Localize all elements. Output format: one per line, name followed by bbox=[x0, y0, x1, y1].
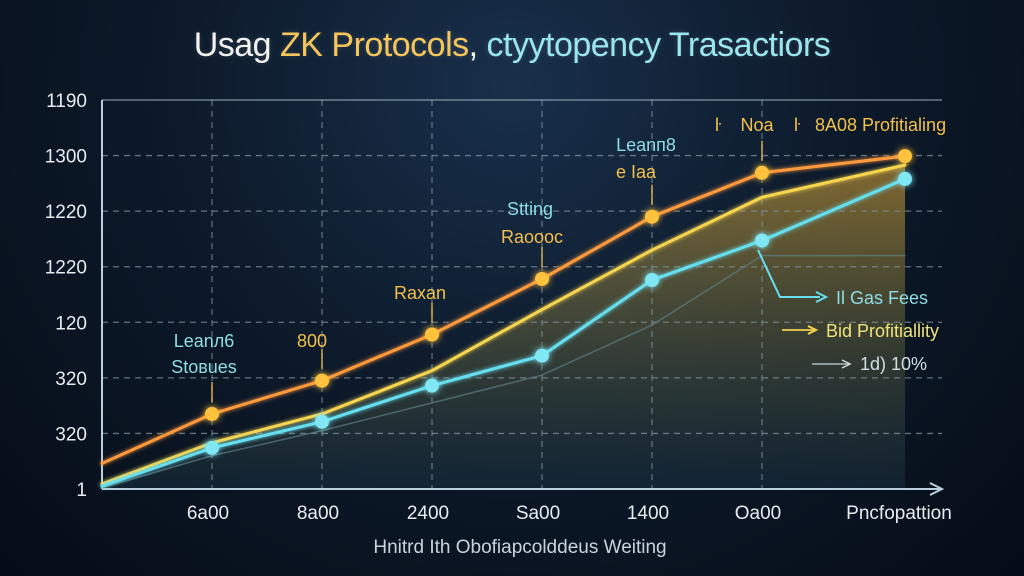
data-point bbox=[425, 378, 439, 393]
annotation-label: Stting bbox=[507, 199, 553, 219]
y-tick-label: 1220 bbox=[45, 202, 87, 223]
series-line-profitiallity bbox=[100, 163, 907, 486]
legend: Il Gas Fees Bid Profitiallity 1d) 10% bbox=[826, 288, 939, 374]
series-points bbox=[205, 149, 912, 455]
gas-fees-connector bbox=[757, 249, 820, 298]
annotation-label: Stoвues bbox=[171, 357, 237, 377]
series-lines bbox=[100, 154, 907, 489]
arrow-right-icon bbox=[807, 325, 819, 335]
profitiallity-area bbox=[102, 165, 905, 490]
y-tick-label: 1 bbox=[76, 480, 87, 501]
annotation-label: Leanп8 bbox=[616, 135, 676, 155]
title-part-1: Usag bbox=[193, 26, 281, 64]
annotations: Leanл6 Stoвues 800 Raxan Stting Raoooc L… bbox=[171, 115, 946, 377]
chart-title: Usag ZK Protocols, ctyytopency Trasactio… bbox=[0, 26, 1024, 65]
annotation-label: 800 bbox=[297, 331, 327, 351]
y-tick-label: 320 bbox=[55, 369, 87, 390]
x-tick-labels: 6a00 8a00 2400 Sa00 1400 Oa00 Pncfopatti… bbox=[187, 503, 952, 524]
x-tick-label: 2400 bbox=[407, 503, 449, 524]
annotation-connectors bbox=[211, 140, 852, 402]
x-tick-label: Pncfopattion bbox=[846, 503, 952, 524]
data-point bbox=[535, 348, 549, 363]
x-tick-label: Sa00 bbox=[516, 503, 560, 524]
series-line-gas-fees bbox=[100, 177, 907, 488]
annotation-label: Raxan bbox=[394, 283, 446, 303]
data-point bbox=[755, 165, 769, 180]
x-tick-label: 8a00 bbox=[297, 503, 339, 524]
legend-label-gas-fees: Il Gas Fees bbox=[836, 288, 928, 308]
x-tick-label: 6a00 bbox=[187, 503, 229, 524]
data-point bbox=[898, 171, 912, 186]
data-point bbox=[755, 233, 769, 248]
x-axis-label: Hnitrd Ith Obofiapcolddeus Weiting bbox=[373, 537, 666, 558]
axes bbox=[101, 99, 945, 496]
y-tick-label: 1190 bbox=[46, 91, 87, 112]
data-point bbox=[315, 414, 329, 429]
data-point bbox=[645, 209, 659, 224]
y-tick-label: 1220 bbox=[45, 258, 87, 279]
x-axis-arrow-icon bbox=[929, 482, 945, 496]
arrow-right-icon bbox=[841, 359, 852, 369]
legend-label-profitiallity: Bid Profitiallity bbox=[826, 321, 939, 341]
title-part-2: ZK Protocols bbox=[280, 26, 469, 64]
legend-label-percent: 1d) 10% bbox=[860, 354, 927, 374]
annotation-label: Noa bbox=[740, 115, 774, 135]
y-tick-label: 1300 bbox=[45, 147, 87, 168]
annotation-label: 8A08 Profitialing bbox=[815, 115, 946, 135]
annotation-marker: ŀ bbox=[794, 115, 800, 135]
arrow-right-icon bbox=[815, 291, 829, 303]
x-tick-label: 1400 bbox=[627, 503, 669, 524]
annotation-label: e Iaa bbox=[616, 162, 657, 182]
annotation-marker: ŀ bbox=[715, 115, 721, 135]
area-layer bbox=[102, 165, 905, 490]
y-tick-labels: 1 320 320 120 1220 1220 1300 1190 bbox=[45, 91, 87, 501]
data-point bbox=[645, 273, 659, 288]
data-point bbox=[205, 440, 219, 455]
x-tick-label: Oa00 bbox=[735, 503, 781, 524]
data-point bbox=[535, 271, 549, 286]
data-point bbox=[205, 406, 219, 421]
series-line-baseline bbox=[101, 254, 906, 489]
y-tick-label: 120 bbox=[55, 313, 87, 334]
title-part-3: , bbox=[468, 26, 487, 64]
data-point bbox=[898, 149, 912, 164]
series-line-profitialing bbox=[100, 154, 907, 465]
annotation-label: Leanл6 bbox=[174, 331, 235, 351]
annotation-label: Raoooc bbox=[501, 227, 563, 247]
title-part-4: ctyytopency Trasactiors bbox=[486, 26, 831, 64]
data-point bbox=[425, 327, 439, 342]
y-tick-label: 320 bbox=[55, 424, 87, 445]
data-point bbox=[315, 373, 329, 388]
